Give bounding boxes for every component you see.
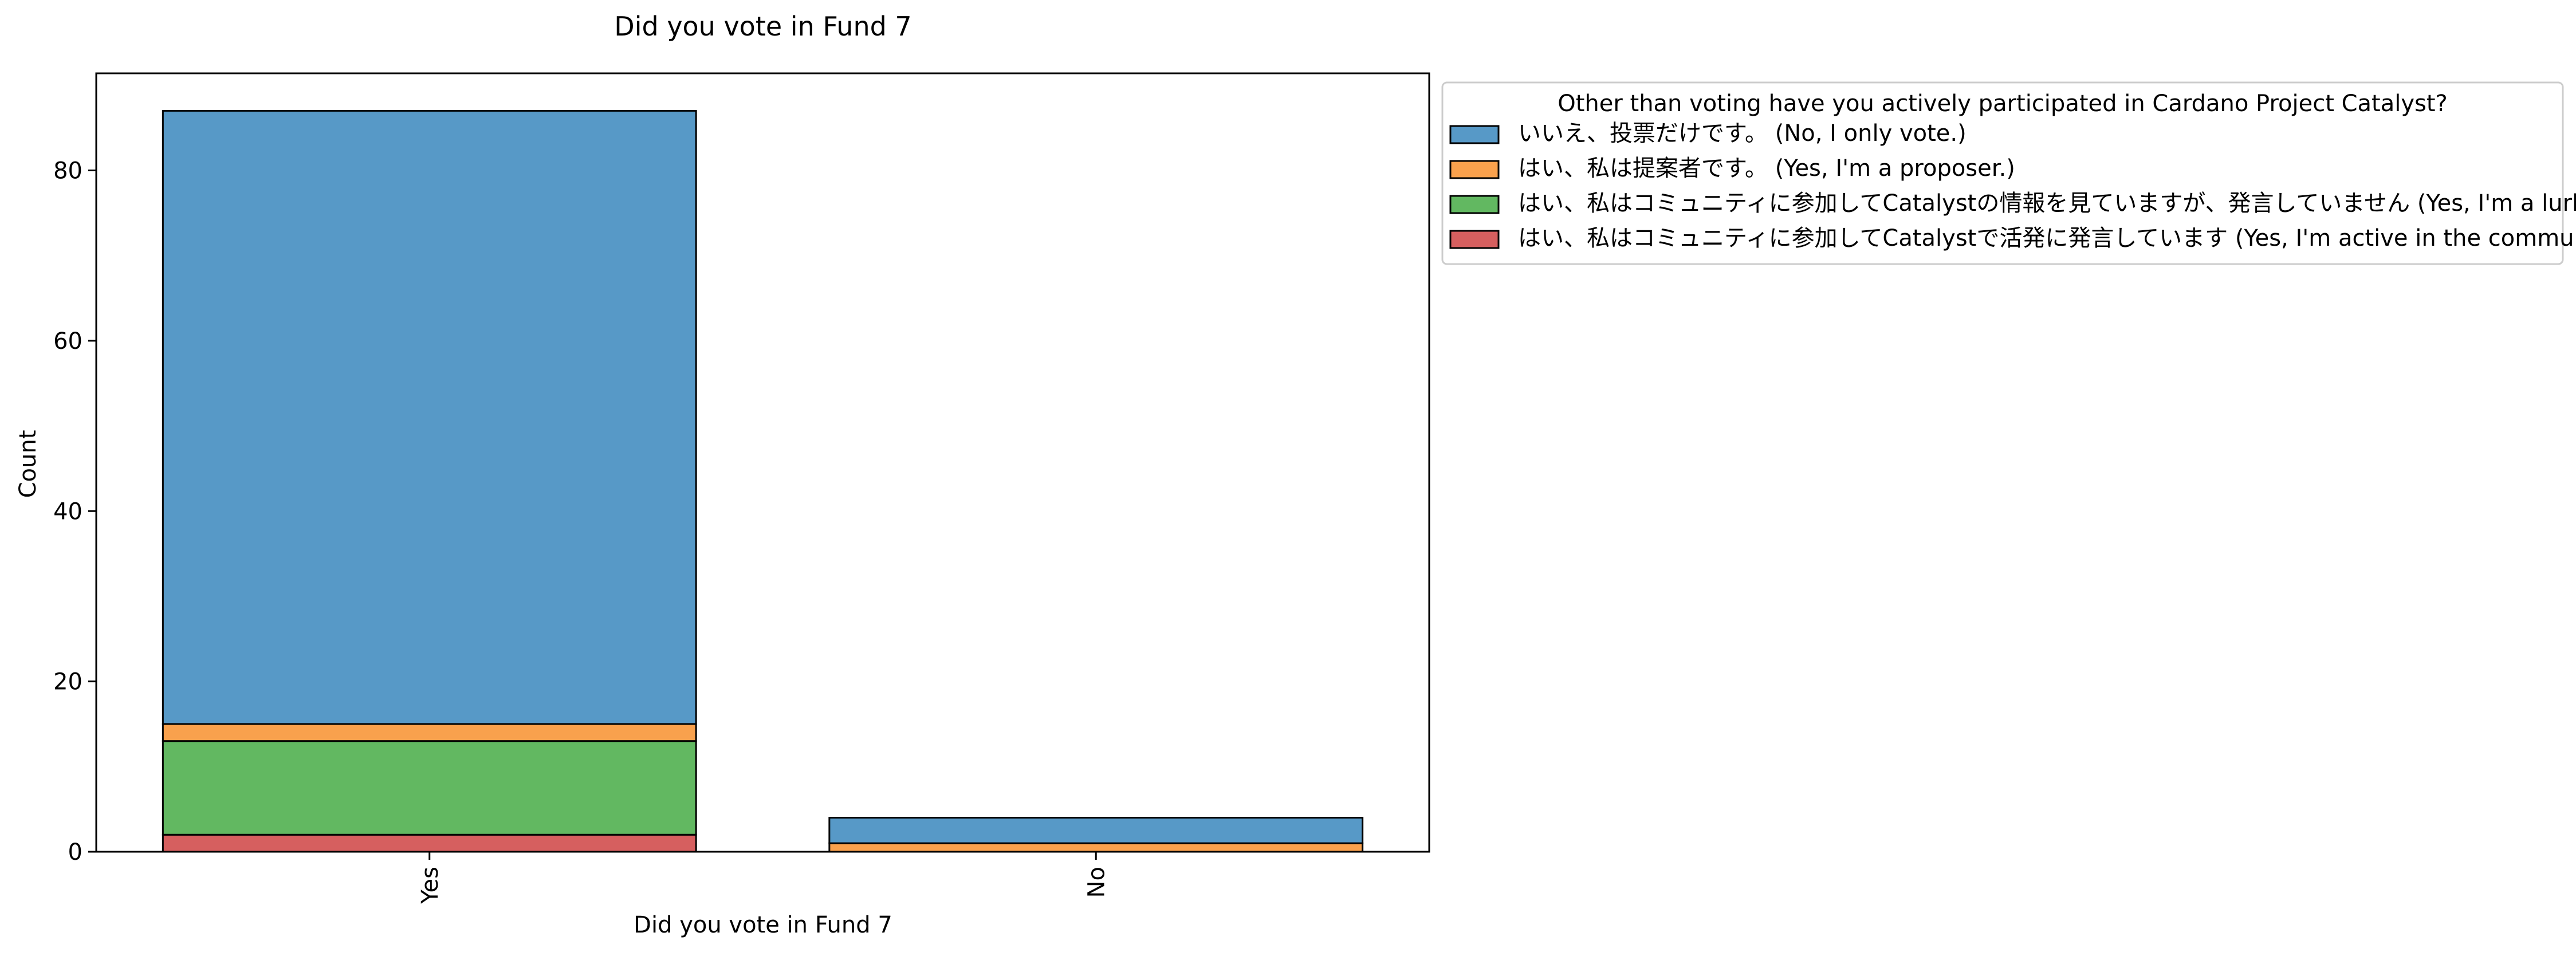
bar-segment xyxy=(162,833,697,853)
legend-swatch xyxy=(1449,160,1500,179)
bar-segment xyxy=(162,740,697,836)
chart-title: Did you vote in Fund 7 xyxy=(614,11,911,42)
legend-entry-label: はい、私はコミュニティに参加してCatalystの情報を見ていますが、発言してい… xyxy=(1518,190,2576,217)
legend-box xyxy=(1441,81,2564,265)
y-axis-label: Count xyxy=(15,430,41,498)
bar-segment xyxy=(828,817,1364,844)
x-tick-label: No xyxy=(1083,867,1110,898)
y-tick-label: 40 xyxy=(53,498,82,525)
legend-entry-label: いいえ、投票だけです。 (No, I only vote.) xyxy=(1518,120,1967,147)
legend-swatch xyxy=(1449,125,1500,144)
legend-swatch xyxy=(1449,230,1500,249)
legend-swatch xyxy=(1449,195,1500,214)
bar-segment xyxy=(162,109,697,725)
bar-segment xyxy=(828,842,1364,853)
y-tick-label: 60 xyxy=(53,328,82,355)
bars-layer xyxy=(162,109,1364,853)
y-tick-label: 80 xyxy=(53,158,82,184)
legend-entries: いいえ、投票だけです。 (No, I only vote.) はい、私は提案者です… xyxy=(1449,120,2576,251)
bar-segment xyxy=(162,723,697,742)
legend-title: Other than voting have you actively part… xyxy=(1558,91,2448,117)
legend-entry-label: はい、私は提案者です。 (Yes, I'm a proposer.) xyxy=(1518,155,2015,182)
legend-entry-label: はい、私はコミュニティに参加してCatalystで活発に発言しています (Yes… xyxy=(1518,225,2576,251)
y-axis: 0 20 40 60 80 xyxy=(53,158,96,865)
y-tick-label: 20 xyxy=(53,669,82,695)
x-axis-label: Did you vote in Fund 7 xyxy=(634,912,892,938)
x-tick-label: Yes xyxy=(417,867,443,904)
plot-frame xyxy=(95,72,1430,853)
legend: Other than voting have you actively part… xyxy=(1441,81,2576,265)
x-axis: Yes No xyxy=(417,852,1110,904)
y-tick-label: 0 xyxy=(68,839,82,865)
